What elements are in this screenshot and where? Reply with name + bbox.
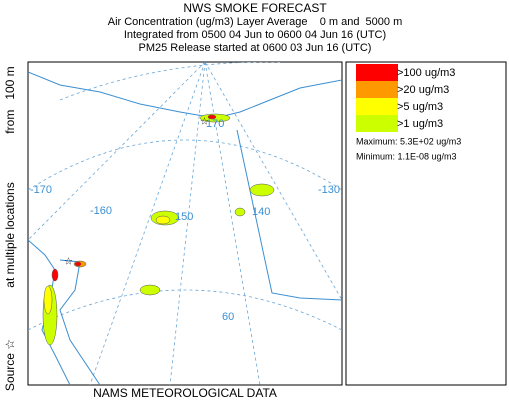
plume <box>234 207 246 217</box>
subtitle: Integrated from 0500 04 Jun to 0600 04 J… <box>124 29 386 41</box>
legend-label: >1 ug/m3 <box>397 118 443 130</box>
graticule-label: -160 <box>90 205 112 217</box>
legend-swatch <box>356 64 398 81</box>
graticule <box>204 62 342 301</box>
side-label-part: from 100 m <box>3 66 17 133</box>
graticule-label: 150 <box>175 211 193 223</box>
graticule-label: -170 <box>30 184 52 196</box>
minimum: Minimum: 1.1E-08 ug/m3 <box>356 151 457 161</box>
coastline <box>28 71 342 119</box>
maximum: Maximum: 5.3E+02 ug/m3 <box>356 136 461 146</box>
side-label: Source ☆ at multiple locations from 100 … <box>3 66 17 391</box>
graticule-label: 60 <box>222 311 234 323</box>
plume <box>155 215 171 225</box>
legend-swatch <box>356 115 398 132</box>
legend-label: >100 ug/m3 <box>397 67 455 79</box>
side-label-part: at multiple locations <box>3 182 17 287</box>
footer: NAMS METEOROLOGICAL DATA <box>93 386 277 400</box>
plume <box>207 114 217 120</box>
plume <box>249 183 275 197</box>
subtitle: Air Concentration (ug/m3) Layer Average … <box>108 16 403 28</box>
side-label-part: Source ☆ <box>3 339 17 391</box>
graticule <box>169 62 206 385</box>
legend-swatch <box>356 98 398 115</box>
graticule-label: 140 <box>252 206 270 218</box>
legend-label: >20 ug/m3 <box>397 84 449 96</box>
source-star: ☆ <box>200 117 209 128</box>
plume <box>51 268 59 282</box>
border <box>236 129 342 301</box>
map: ☆ ☆ 170 -170 -160 150 140 -130 60 <box>28 62 342 385</box>
source-star: ☆ <box>64 257 73 268</box>
legend: >100 ug/m3 >20 ug/m3 >5 ug/m3 >1 ug/m3 <box>356 64 455 132</box>
legend-swatch <box>356 81 398 98</box>
map-frame <box>27 61 343 386</box>
plume <box>139 284 161 296</box>
graticule-label: 170 <box>206 118 224 130</box>
graticule <box>59 62 280 101</box>
title: NWS SMOKE FORECAST <box>183 1 327 15</box>
graticule-label: -130 <box>318 184 340 196</box>
graticule <box>28 289 342 331</box>
legend-label: >5 ug/m3 <box>397 101 443 113</box>
plume <box>43 285 53 315</box>
subtitle: PM25 Release started at 0600 03 Jun 16 (… <box>139 42 372 54</box>
plume <box>74 261 82 267</box>
